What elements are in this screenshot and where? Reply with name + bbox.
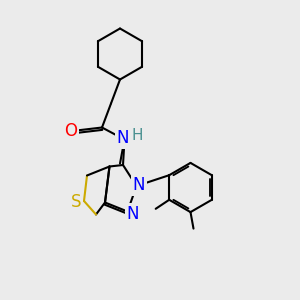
Text: N: N xyxy=(117,129,129,147)
Text: H: H xyxy=(131,128,143,142)
Text: N: N xyxy=(127,205,139,223)
Text: O: O xyxy=(64,122,78,140)
Text: S: S xyxy=(71,193,82,211)
Text: N: N xyxy=(133,176,145,194)
